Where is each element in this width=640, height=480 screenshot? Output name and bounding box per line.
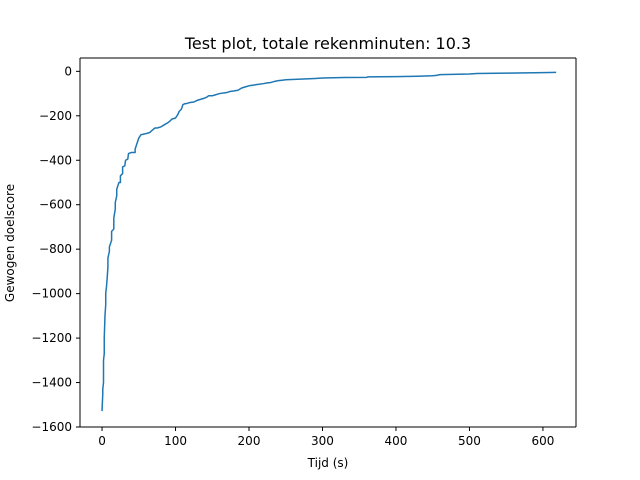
y-tick-label: 0: [64, 64, 72, 78]
plot-area: 0 100 200 300 400 500 600 0 −200 −400 −600 −800 −100…: [31, 57, 577, 448]
x-axis-title: Tijd (s): [307, 456, 349, 470]
chart-title: Test plot, totale rekenminuten: 10.3: [184, 34, 471, 53]
y-tick-label: −400: [39, 153, 72, 167]
x-tick-label: 300: [311, 434, 334, 448]
x-tick-label: 0: [98, 434, 106, 448]
x-tick-label: 100: [164, 434, 187, 448]
x-tick-label: 200: [238, 434, 261, 448]
y-tick-label: −200: [39, 109, 72, 123]
x-tick-label: 500: [458, 434, 481, 448]
y-tick-label: −1600: [31, 420, 72, 434]
series-line-0: [101, 71, 557, 412]
y-tick-label: −1000: [31, 287, 72, 301]
y-tick-label: −1400: [31, 376, 72, 390]
x-tick-label: 600: [531, 434, 554, 448]
y-axis-title: Gewogen doelscore: [3, 184, 17, 302]
x-tick-label: 400: [385, 434, 408, 448]
y-tick-label: −800: [39, 242, 72, 256]
y-tick-label: −1200: [31, 331, 72, 345]
y-tick-label: −600: [39, 198, 72, 212]
